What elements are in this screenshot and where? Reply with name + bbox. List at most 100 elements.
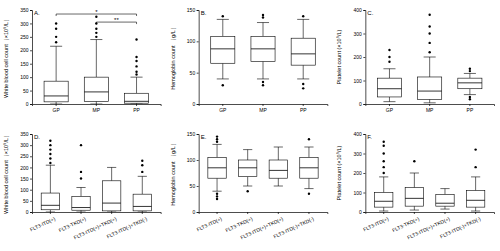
outlier xyxy=(49,162,51,164)
outlier xyxy=(80,144,82,146)
tick-mark xyxy=(363,81,365,82)
outlier xyxy=(469,70,471,72)
box-plot xyxy=(211,15,235,86)
whisker xyxy=(383,207,384,211)
tick-mark xyxy=(363,173,365,174)
outlier xyxy=(55,22,57,24)
box-plot xyxy=(72,144,90,212)
significance-label: * xyxy=(95,9,98,15)
tick-label: 50 xyxy=(23,88,29,94)
tick-label: FLT3-ITD(-)+TKD(-) xyxy=(439,215,482,239)
box-plot xyxy=(133,160,151,212)
whisker xyxy=(389,97,390,102)
tick-label: 100 xyxy=(353,78,362,84)
median xyxy=(208,167,226,168)
x-axis: GPMPPP xyxy=(33,104,162,113)
panel: 050100150GPMPPPHemoglobin count （g/L）B. xyxy=(170,7,328,112)
tick-mark xyxy=(217,212,218,214)
outlier xyxy=(383,152,385,154)
x-axis: FLT3-ITD(+)FLT3-TKD(+)FLT3-ITD(+)+TKD(+)… xyxy=(196,212,328,241)
outlier xyxy=(222,84,224,86)
tick-label: 200 xyxy=(20,47,29,53)
box xyxy=(251,36,275,61)
tick-label: 0 xyxy=(26,101,29,107)
whisker xyxy=(414,206,415,210)
whisker xyxy=(136,77,137,93)
whisker-cap xyxy=(131,77,143,78)
outlier xyxy=(55,28,57,30)
tick-label: MP xyxy=(93,107,101,113)
tick: 100 xyxy=(353,78,365,84)
tick-mark xyxy=(363,10,365,11)
box-plot xyxy=(41,139,59,212)
outlier xyxy=(135,60,137,62)
panel: 050100150FLT3-ITD(+)FLT3-TKD(+)FLT3-ITD(… xyxy=(170,131,328,240)
box xyxy=(238,160,256,177)
plot-area xyxy=(211,14,316,90)
tick: 0 xyxy=(26,209,32,215)
tick-mark xyxy=(81,212,82,214)
outlier xyxy=(388,61,390,63)
outlier xyxy=(135,71,137,73)
tick-label: FLT3-ITD(+) xyxy=(196,215,224,232)
tick-label: 0 xyxy=(192,209,195,215)
whisker xyxy=(96,40,97,78)
panel-label: C. xyxy=(367,10,373,16)
tick-label: 0 xyxy=(359,209,362,215)
whisker-cap xyxy=(212,191,221,192)
axis-line xyxy=(366,213,495,215)
tick-mark xyxy=(30,134,32,135)
tick-label: 100 xyxy=(20,187,29,193)
median xyxy=(238,167,256,168)
axis-line xyxy=(197,135,200,213)
axis-line xyxy=(30,135,33,213)
tick-label: 150 xyxy=(187,7,196,13)
tick-label: FLT3-ITD(+) xyxy=(29,215,57,232)
box xyxy=(291,38,315,65)
outlier xyxy=(135,56,137,58)
whisker xyxy=(469,89,470,95)
y-axis: 0100200300400 xyxy=(353,131,365,215)
tick-mark xyxy=(30,201,32,202)
tick-mark xyxy=(197,10,199,11)
tick: FLT3-ITD(+) xyxy=(196,212,224,232)
whisker-cap xyxy=(90,39,102,40)
panel: 050100150200250300350FLT3-ITD(+)FLT3-TKD… xyxy=(3,131,161,240)
tick-mark xyxy=(111,212,112,214)
whisker xyxy=(389,69,390,78)
tick: FLT3-ITD(+) xyxy=(362,212,390,232)
tick-label: 300 xyxy=(353,31,362,37)
outlier xyxy=(55,41,57,43)
whisker xyxy=(247,177,248,186)
tick: 0 xyxy=(26,101,32,107)
tick-mark xyxy=(30,37,32,38)
outlier xyxy=(95,36,97,38)
box-plot xyxy=(375,141,393,211)
outlier xyxy=(308,138,310,140)
whisker xyxy=(217,178,218,191)
median xyxy=(124,101,148,102)
outlier xyxy=(262,16,264,18)
whisker xyxy=(50,210,51,212)
tick-mark xyxy=(30,10,32,11)
box-plot xyxy=(269,147,287,186)
whisker-cap xyxy=(304,147,313,148)
whisker xyxy=(303,65,304,79)
outlier xyxy=(49,148,51,150)
whisker-cap xyxy=(50,46,62,47)
tick-mark xyxy=(363,134,365,135)
tick-label: 400 xyxy=(353,7,362,13)
box-plot xyxy=(291,15,315,89)
axis-line xyxy=(30,11,33,105)
whisker xyxy=(263,61,264,79)
median xyxy=(436,203,454,204)
box-plot xyxy=(458,68,482,101)
whisker-cap xyxy=(257,78,269,79)
tick-label: 50 xyxy=(190,183,196,189)
whisker-cap xyxy=(76,212,85,213)
axis-line xyxy=(197,11,200,105)
box xyxy=(458,78,482,89)
median xyxy=(291,53,315,54)
outlier xyxy=(216,195,218,197)
tick-label: 200 xyxy=(20,165,29,171)
